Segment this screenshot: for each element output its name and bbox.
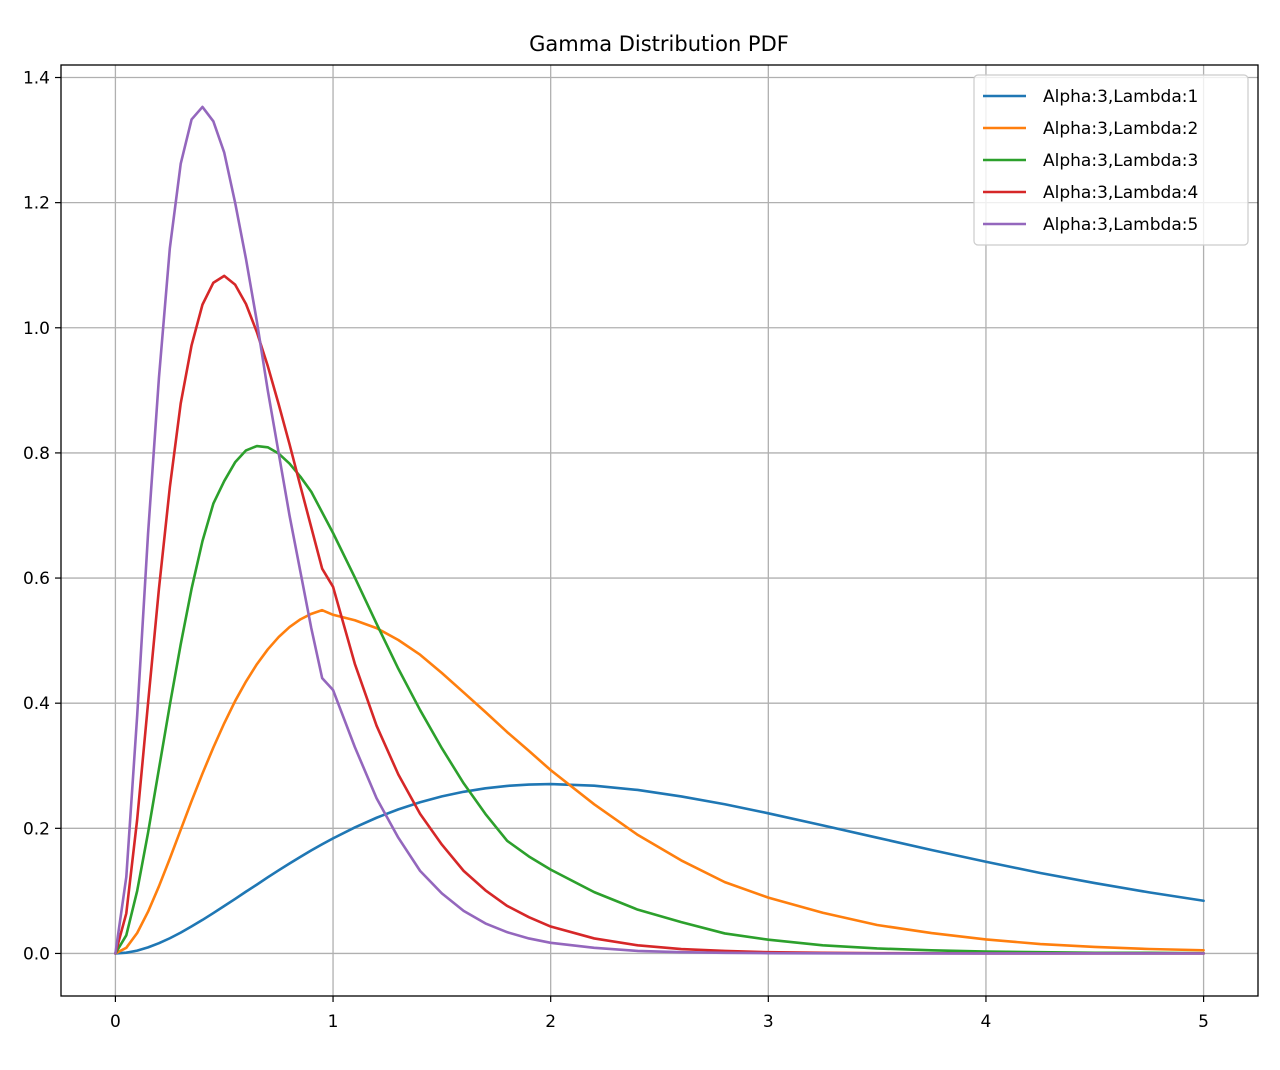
legend-label-3: Alpha:3,Lambda:3 (1043, 151, 1198, 171)
x-tick-label: 1 (328, 1012, 339, 1032)
axis-ticks: 0 1 2 3 4 5 0.0 0.2 0.4 0.6 0.8 1.0 1.2 1.4 (23, 69, 1209, 1032)
y-tick-label: 1.2 (23, 194, 50, 214)
x-tick-label: 0 (110, 1012, 121, 1032)
legend-label-2: Alpha:3,Lambda:2 (1043, 119, 1198, 139)
plot-frame (60, 64, 1259, 997)
y-tick-label: 0.0 (23, 944, 50, 964)
legend-frame (973, 74, 1249, 246)
y-tick-label: 0.4 (23, 694, 50, 714)
series-line-1 (114, 782, 1205, 955)
chart-title: Gamma Distribution PDF (529, 32, 789, 56)
series-line-5 (114, 105, 1205, 955)
legend: Alpha:3,Lambda:1 Alpha:3,Lambda:2 Alpha:3,… (973, 74, 1249, 246)
x-tick-label: 4 (981, 1012, 992, 1032)
x-tick-label: 3 (763, 1012, 774, 1032)
y-tick-label: 0.2 (23, 819, 50, 839)
y-tick-label: 0.6 (23, 569, 50, 589)
legend-label-4: Alpha:3,Lambda:4 (1043, 183, 1198, 203)
x-tick-label: 5 (1198, 1012, 1209, 1032)
x-tick-label: 2 (545, 1012, 556, 1032)
y-tick-label: 1.0 (23, 319, 50, 339)
y-tick-label: 0.8 (23, 444, 50, 464)
series-line-2 (114, 608, 1205, 955)
y-tick-label: 1.4 (23, 69, 50, 89)
series-line-3 (114, 444, 1205, 955)
grid (61, 65, 1258, 996)
legend-label-1: Alpha:3,Lambda:1 (1043, 87, 1198, 107)
series-group (114, 105, 1205, 955)
legend-label-5: Alpha:3,Lambda:5 (1043, 215, 1198, 235)
